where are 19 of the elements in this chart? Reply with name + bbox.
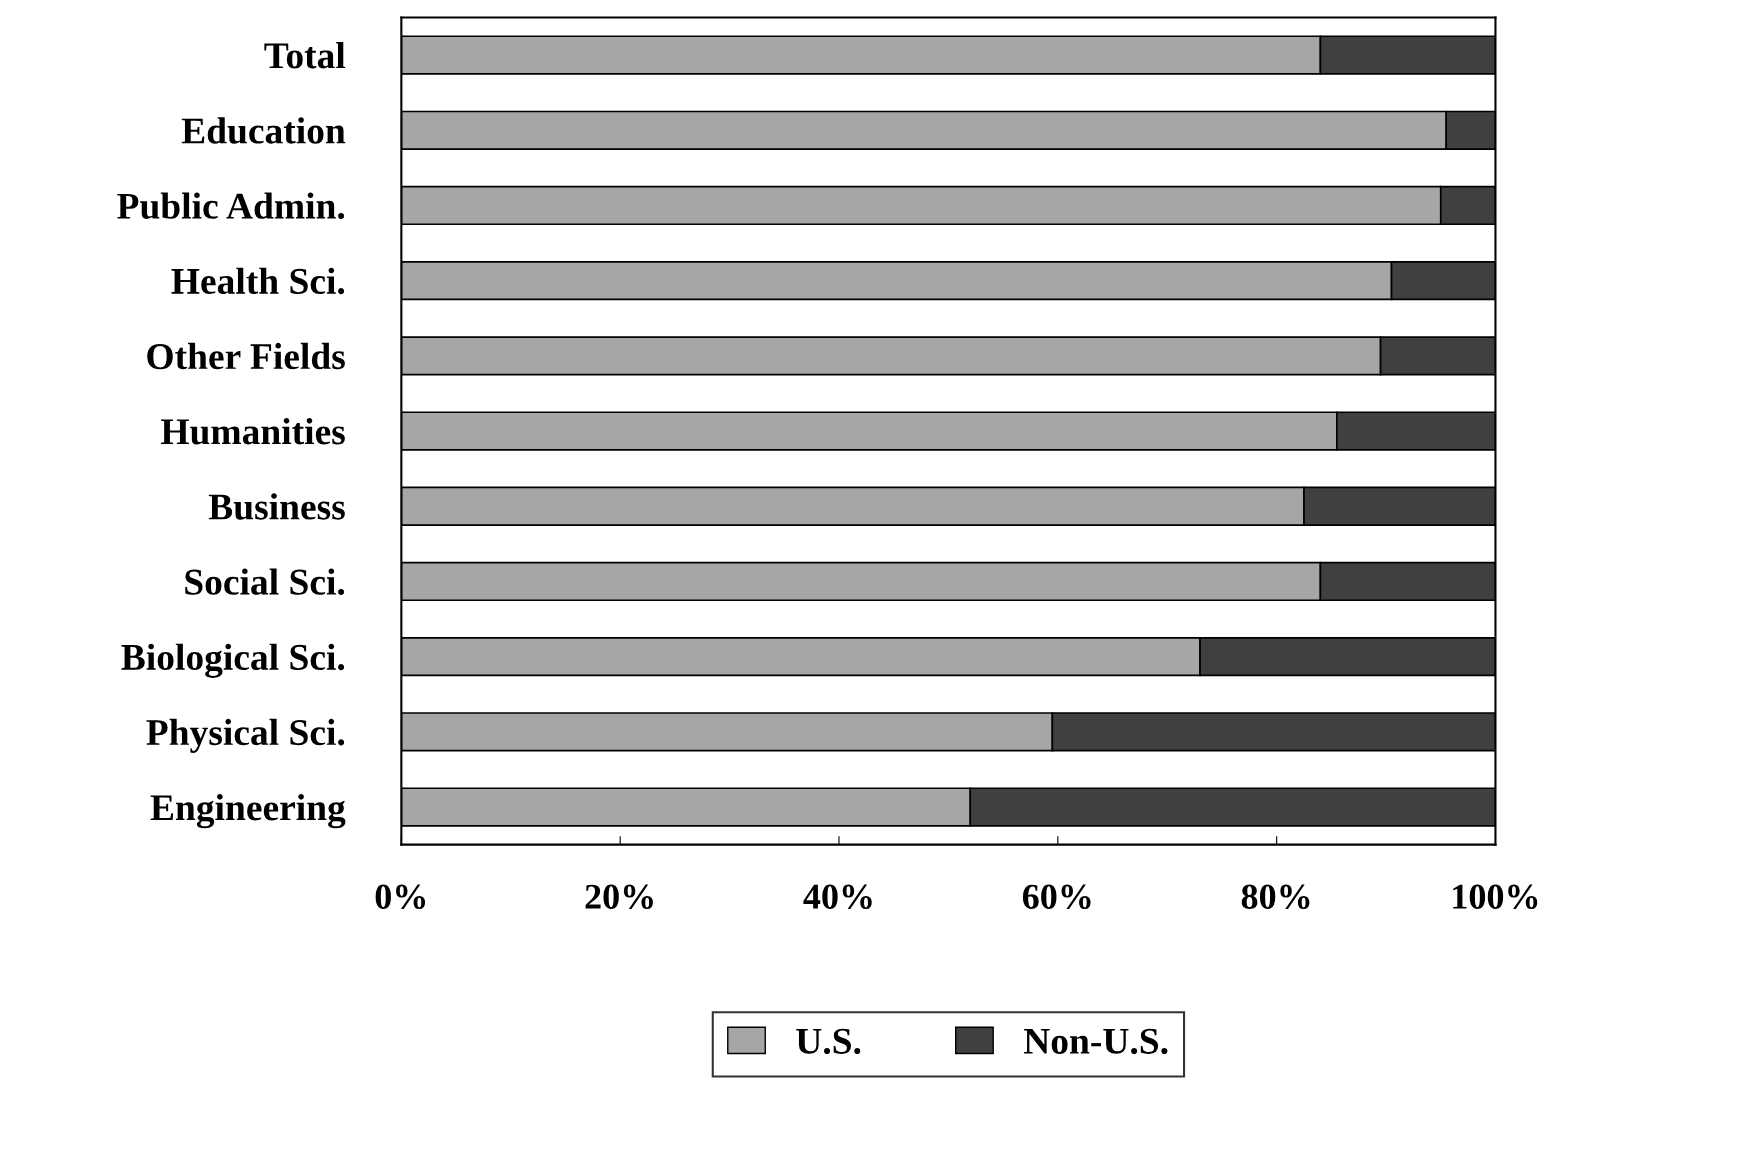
y-tick-label: Total: [264, 42, 346, 69]
x-tick-label: 40%: [803, 884, 872, 910]
y-tick-label: Engineering: [150, 794, 346, 829]
x-tick-label: 80%: [1241, 884, 1310, 910]
x-tick-label: 20%: [585, 884, 653, 910]
y-tick-label: Business: [208, 493, 345, 520]
y-tick-label: Social Sci.: [185, 568, 345, 595]
y-tick-label: Biological Sci.: [121, 643, 345, 678]
y-tick-label: Public Admin.: [117, 192, 345, 220]
x-tick-label: 0%: [375, 884, 426, 910]
y-tick-label: Health Sci.: [171, 267, 345, 295]
y-tick-label: Other Fields: [147, 342, 345, 370]
legend-label: Non-U.S.: [1023, 1028, 1168, 1055]
legend-label: U.S.: [796, 1028, 861, 1055]
y-tick-label: Humanities: [161, 418, 345, 445]
y-tick-label: Education: [181, 117, 346, 144]
x-tick-label: 100%: [1453, 884, 1538, 910]
x-tick-label: 60%: [1022, 884, 1091, 910]
y-tick-label: Physical Sci.: [146, 718, 345, 753]
